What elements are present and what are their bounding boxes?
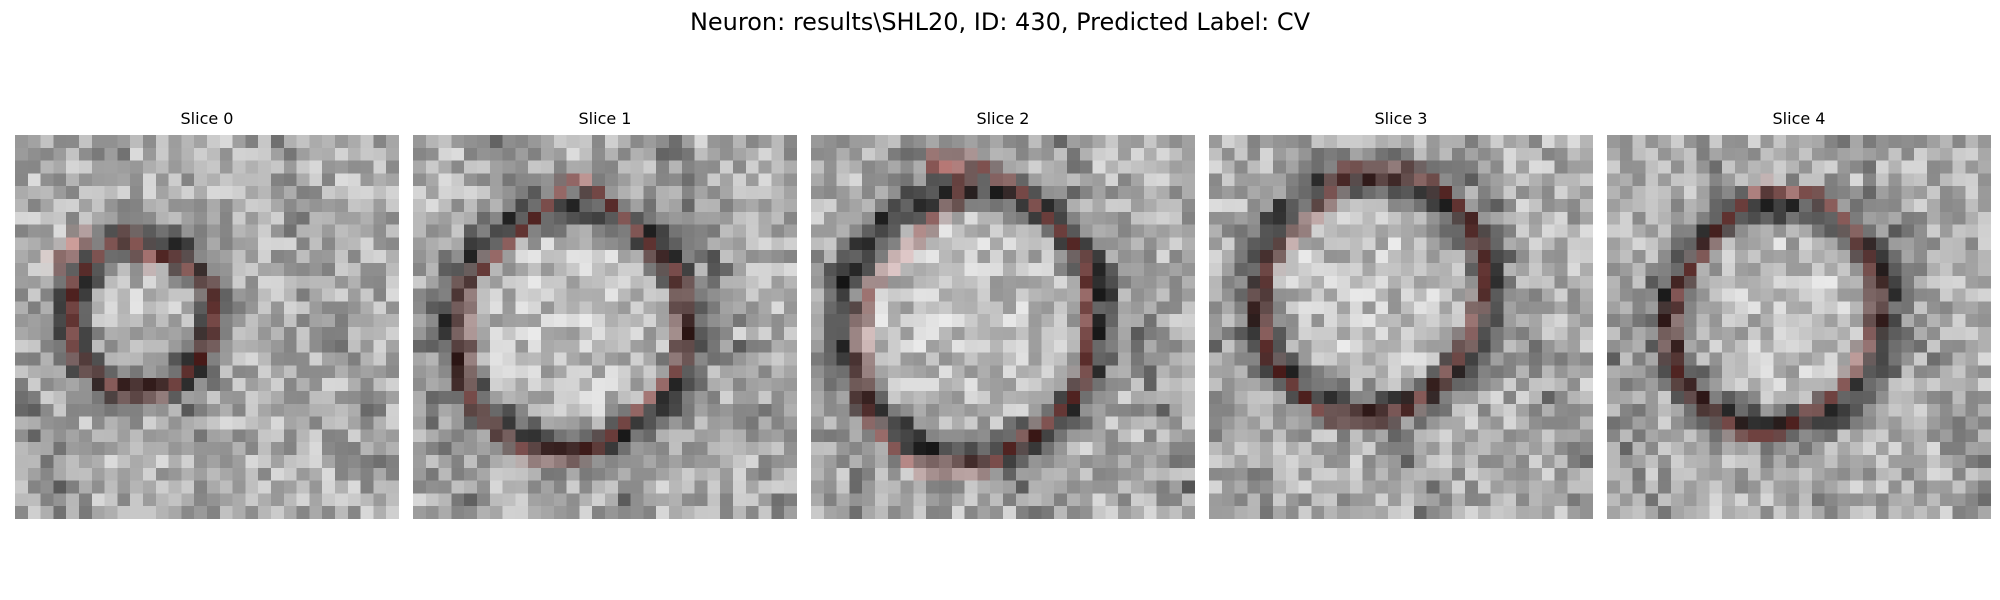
slice-panel-3: Slice 3 (1209, 108, 1593, 519)
slice-image (15, 135, 399, 519)
slice-panel-4: Slice 4 (1607, 108, 1991, 519)
slice-image (811, 135, 1195, 519)
slice-panel-1: Slice 1 (413, 108, 797, 519)
figure-title: Neuron: results\SHL20, ID: 430, Predicte… (689, 8, 1311, 36)
slice-title: Slice 0 (180, 109, 234, 128)
slice-title: Slice 3 (1374, 109, 1428, 128)
slice-image (1607, 135, 1991, 519)
slice-title: Slice 2 (976, 109, 1030, 128)
slice-title: Slice 1 (578, 109, 632, 128)
slice-image (1209, 135, 1593, 519)
slice-title: Slice 4 (1772, 109, 1826, 128)
slice-panel-0: Slice 0 (15, 108, 399, 519)
slice-image (413, 135, 797, 519)
slice-panel-2: Slice 2 (811, 108, 1195, 519)
